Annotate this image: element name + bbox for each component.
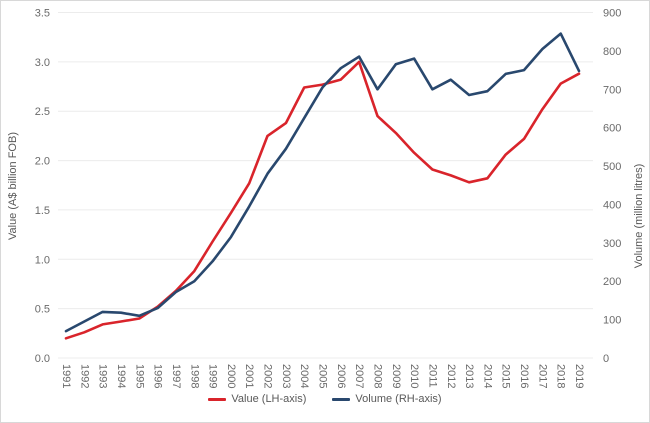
x-tick-label: 1999	[207, 364, 219, 388]
x-tick-label: 1998	[188, 364, 200, 388]
x-tick-label: 2012	[445, 364, 457, 388]
x-tick-label: 2016	[518, 364, 530, 388]
x-tick-label: 2017	[536, 364, 548, 388]
x-tick-label: 2006	[335, 364, 347, 388]
right-axis-title: Volume (million litres)	[633, 163, 645, 269]
right-axis-tick-label: 600	[603, 123, 621, 135]
x-tick-label: 2002	[262, 364, 274, 388]
x-tick-label: 1993	[97, 364, 109, 388]
x-tick-label: 1997	[170, 364, 182, 388]
left-axis-tick-label: 0.5	[35, 304, 50, 316]
x-tick-label: 2004	[298, 364, 310, 388]
x-tick-label: 2001	[243, 364, 255, 388]
left-axis-tick-label: 1.0	[35, 254, 50, 266]
x-tick-label: 2009	[390, 364, 402, 388]
left-axis-tick-label: 2.0	[35, 156, 50, 168]
right-axis-tick-label: 200	[603, 276, 621, 288]
left-axis-tick-label: 3.0	[35, 57, 50, 69]
x-tick-label: 2011	[426, 364, 438, 388]
legend: Value (LH-axis) Volume (RH-axis)	[1, 393, 649, 405]
legend-item-value: Value (LH-axis)	[208, 393, 306, 405]
x-tick-label: 1996	[152, 364, 164, 388]
x-tick-label: 1991	[60, 364, 72, 388]
right-axis-tick-label: 400	[603, 199, 621, 211]
x-tick-label: 2018	[555, 364, 567, 388]
left-axis-tick-label: 1.5	[35, 205, 50, 217]
legend-item-volume: Volume (RH-axis)	[332, 393, 442, 405]
value-line-swatch	[208, 397, 227, 401]
x-tick-label: 2007	[353, 364, 365, 388]
x-tick-label: 2015	[500, 364, 512, 388]
right-axis-tick-label: 0	[603, 353, 609, 365]
left-axis-title: Value (A$ billion FOB)	[7, 132, 19, 241]
left-axis-tick-label: 3.5	[35, 8, 50, 20]
legend-label-volume: Volume (RH-axis)	[355, 393, 442, 405]
right-axis-tick-label: 300	[603, 238, 621, 250]
series-line-volume	[64, 32, 581, 333]
right-axis-tick-label: 800	[603, 46, 621, 58]
x-tick-label: 1994	[115, 364, 127, 388]
right-axis-tick-label: 100	[603, 315, 621, 327]
x-tick-label: 2013	[463, 364, 475, 388]
left-axis-tick-label: 0.0	[35, 353, 50, 365]
left-axis-tick-label: 2.5	[35, 106, 50, 118]
legend-label-value: Value (LH-axis)	[231, 393, 307, 405]
x-tick-label: 2003	[280, 364, 292, 388]
x-tick-label: 2014	[481, 364, 493, 388]
right-axis-tick-label: 500	[603, 161, 621, 173]
series-line-value	[64, 60, 581, 340]
x-tick-label: 2000	[225, 364, 237, 388]
right-axis-tick-label: 900	[603, 8, 621, 20]
x-tick-label: 2019	[573, 364, 585, 388]
x-tick-label: 2010	[408, 364, 420, 388]
x-tick-label: 1995	[133, 364, 145, 388]
x-tick-label: 1992	[78, 364, 90, 388]
volume-line-swatch	[332, 397, 351, 401]
right-axis-tick-label: 700	[603, 84, 621, 96]
x-tick-label: 2005	[317, 364, 329, 388]
x-tick-label: 2008	[371, 364, 383, 388]
